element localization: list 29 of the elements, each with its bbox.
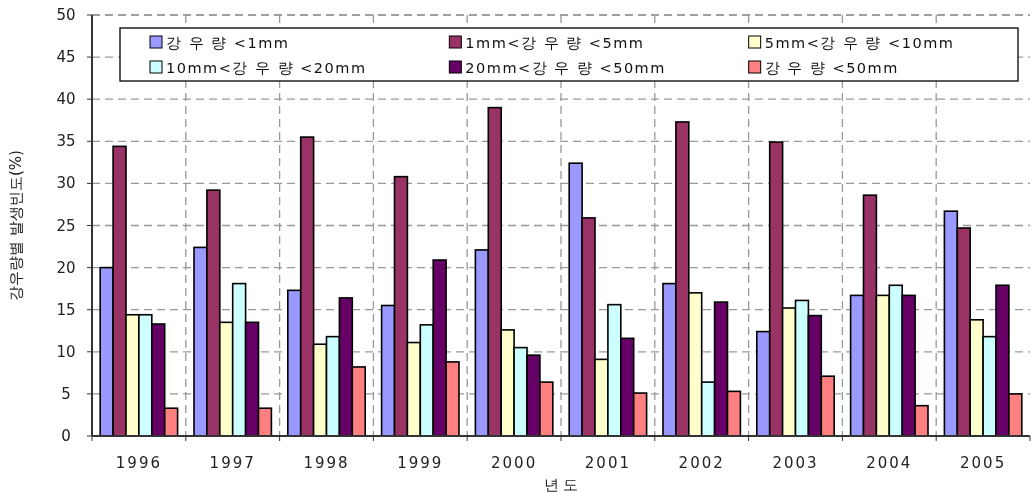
x-tick-label: 2003 — [772, 454, 819, 472]
x-tick-label: 1999 — [397, 454, 444, 472]
legend-label: 1mm<강 우 량 <5mm — [465, 34, 645, 51]
y-tick-label: 40 — [56, 90, 76, 109]
legend-label: 5mm<강 우 량 <10mm — [764, 34, 955, 51]
x-tick-label: 2002 — [678, 454, 725, 472]
legend-label: 강 우 량 <1mm — [166, 34, 290, 51]
y-tick-label: 45 — [56, 48, 76, 67]
y-tick-label: 15 — [56, 300, 76, 319]
y-tick-label: 35 — [56, 132, 76, 151]
x-tick-label: 1996 — [115, 454, 162, 472]
y-tick-label: 50 — [56, 6, 76, 24]
x-axis-title: 년 도 — [543, 476, 579, 493]
x-tick-label: 2005 — [960, 454, 1007, 472]
x-tick-label: 1998 — [303, 454, 350, 472]
y-tick-label: 0 — [61, 427, 71, 445]
y-axis-title: 강우량별 발생빈도(%) — [7, 150, 25, 301]
x-tick-label: 1997 — [209, 454, 256, 472]
legend-label: 10mm<강 우 량 <20mm — [166, 59, 367, 76]
x-tick-label: 2000 — [491, 454, 538, 472]
legend-label: 강 우 량 <50mm — [764, 59, 899, 76]
legend-label: 20mm<강 우 량 <50mm — [465, 59, 666, 76]
y-tick-label: 20 — [56, 258, 76, 277]
y-tick-label: 30 — [56, 174, 76, 193]
x-tick-label: 2004 — [866, 454, 913, 472]
y-tick-label: 10 — [56, 342, 76, 361]
x-tick-label: 2001 — [584, 454, 631, 472]
y-tick-label: 25 — [56, 216, 76, 235]
y-tick-label: 5 — [61, 384, 71, 403]
